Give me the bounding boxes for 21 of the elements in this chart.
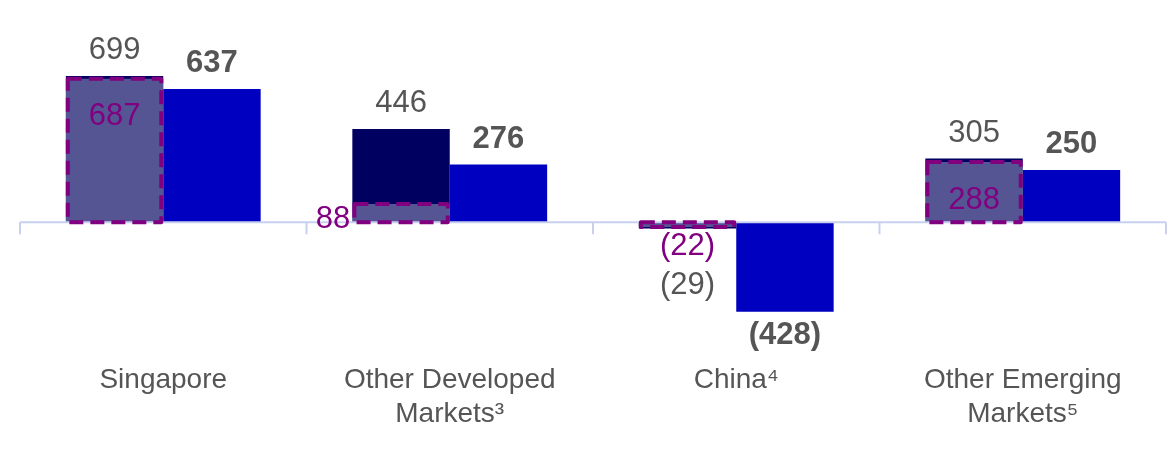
data-label: 699: [88, 31, 141, 67]
data-label: (22): [659, 226, 716, 262]
x-tick-label: Singapore: [99, 363, 228, 395]
bar: [163, 89, 261, 223]
x-tick-label: Other Developed Markets³: [343, 363, 556, 428]
data-label: (428): [748, 315, 822, 351]
bar: [1022, 170, 1121, 223]
x-tick-label: Other Emerging Markets⁵: [923, 363, 1122, 428]
data-label: 687: [88, 97, 141, 133]
data-label: 288: [948, 180, 1000, 216]
data-label: 276: [472, 119, 525, 155]
data-label: 305: [948, 113, 1000, 149]
data-label: 446: [375, 84, 427, 120]
bar: [736, 222, 834, 312]
data-label: 88: [315, 199, 351, 235]
data-label: 637: [186, 44, 238, 80]
data-label: 250: [1045, 125, 1098, 161]
data-label: (29): [659, 266, 716, 302]
x-tick-label: China⁴: [693, 363, 779, 395]
bar: [449, 164, 548, 223]
bar: [352, 129, 450, 223]
